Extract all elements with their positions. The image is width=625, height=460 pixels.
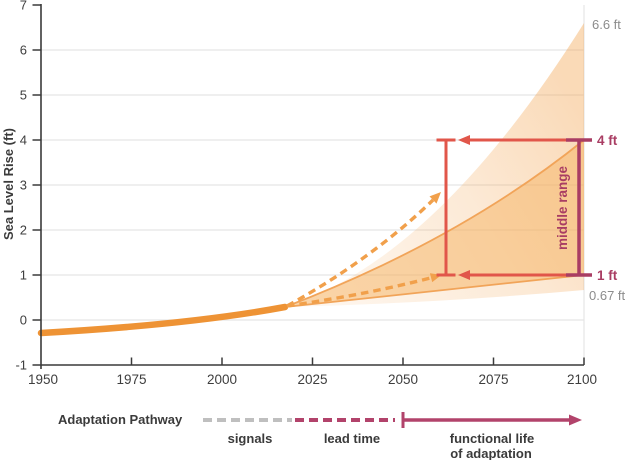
upper-left-arrowhead-icon	[458, 135, 470, 145]
lower-dashed-arrow	[286, 275, 435, 308]
middle-range-label: middle range	[555, 166, 570, 251]
legend-lead-time-label: lead time	[324, 431, 380, 446]
low-scenario-label: 0.67 ft	[589, 288, 625, 303]
y-tick-6: 6	[20, 43, 27, 58]
y-axis-ticks	[32, 4, 41, 366]
x-tick-1975: 1975	[116, 372, 146, 387]
legend-functional-life-label-line1: functional life	[450, 431, 535, 446]
x-tick-2075: 2075	[478, 372, 508, 387]
middle-lower-label: 1 ft	[597, 268, 618, 283]
y-tick-2: 2	[20, 223, 27, 238]
y-tick-5: 5	[20, 88, 27, 103]
gridlines	[41, 5, 585, 365]
x-tick-2050: 2050	[388, 372, 418, 387]
y-tick-7: 7	[20, 0, 27, 13]
legend-title: Adaptation Pathway	[58, 412, 183, 427]
functional-life-arrowhead-icon	[569, 414, 582, 426]
y-axis-title: Sea Level Rise (ft)	[1, 128, 16, 240]
upper-dashed-arrow	[286, 198, 435, 308]
y-tick-4: 4	[20, 133, 27, 148]
middle-range-lower-edge	[284, 274, 585, 308]
historical-sea-level-line	[37, 303, 289, 337]
middle-upper-label: 4 ft	[597, 133, 618, 148]
magenta-middle-range-bracket	[566, 138, 592, 277]
x-tick-2000: 2000	[207, 372, 237, 387]
x-tick-2025: 2025	[297, 372, 327, 387]
high-scenario-label: 6.6 ft	[592, 17, 621, 32]
middle-range-band	[285, 140, 584, 307]
y-tick-1: 1	[20, 268, 27, 283]
legend-signals-label: signals	[228, 431, 273, 446]
x-tick-2100: 2100	[567, 372, 597, 387]
lower-left-arrowhead-icon	[458, 270, 470, 280]
coral-range-bracket	[436, 138, 576, 277]
x-axis-ticks	[130, 357, 585, 365]
legend-functional-life-label-line2: of adaptation	[450, 446, 532, 460]
y-tick-0: 0	[20, 313, 27, 328]
y-tick-neg1: -1	[15, 358, 27, 373]
y-tick-3: 3	[20, 178, 27, 193]
x-tick-1950: 1950	[28, 372, 58, 387]
upper-dashed-arrowhead-icon	[429, 192, 441, 204]
